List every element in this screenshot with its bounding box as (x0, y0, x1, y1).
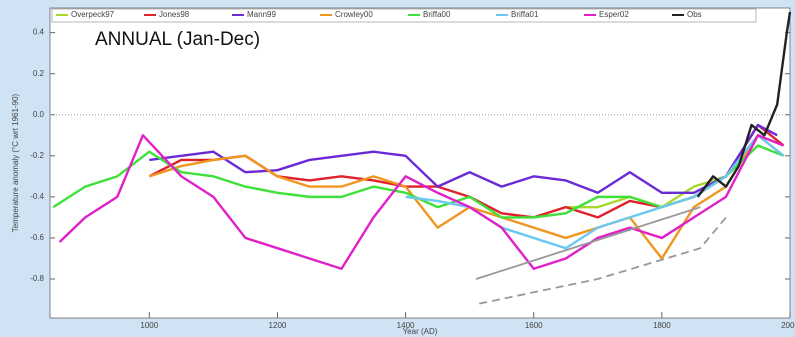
x-tick-label: 2000 (781, 321, 795, 330)
legend-label: Jones98 (159, 10, 190, 19)
y-tick-label: 0.0 (33, 110, 45, 119)
series-line (479, 216, 727, 305)
legend-box (51, 8, 757, 23)
y-tick-label: 0.2 (33, 69, 45, 78)
annotation: ANNUAL (Jan-Dec) (95, 29, 260, 50)
x-axis-label: Year (AD) (403, 327, 438, 336)
series-line (475, 206, 701, 280)
series-line (696, 11, 792, 198)
x-tick-label: 1600 (525, 321, 543, 330)
legend-label: Mann99 (247, 10, 276, 19)
y-axis-label: Temperature anomaly (°C wrt 1961-90) (11, 93, 20, 232)
legend-label: Crowley00 (335, 10, 373, 19)
y-tick-label: -0.8 (30, 274, 44, 283)
y-tick-label: -0.2 (30, 151, 44, 160)
series-line (149, 123, 778, 194)
legend-label: Overpeck97 (71, 10, 115, 19)
legend-label: Esper02 (599, 10, 629, 19)
legend-label: Briffa00 (423, 10, 451, 19)
series-line (58, 134, 785, 270)
legend-label: Obs (687, 10, 702, 19)
legend-label: Briffa01 (511, 10, 539, 19)
y-tick-label: 0.4 (33, 28, 45, 37)
x-tick-label: 1800 (653, 321, 671, 330)
y-tick-label: -0.6 (30, 233, 44, 242)
x-tick-label: 1200 (269, 321, 287, 330)
x-tick-label: 1000 (140, 321, 158, 330)
x-tick-label: 1400 (397, 321, 415, 330)
plot-area (49, 7, 791, 319)
y-tick-label: -0.4 (30, 192, 44, 201)
